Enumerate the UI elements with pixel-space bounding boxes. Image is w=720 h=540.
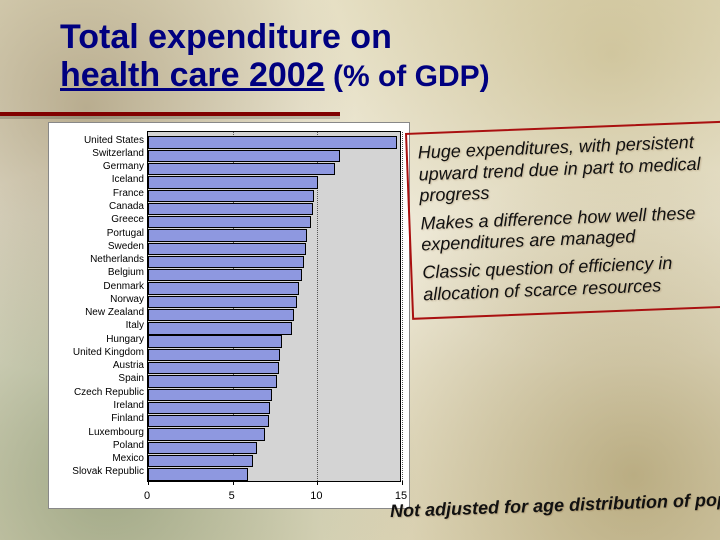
- chart-x-tick-label: 5: [229, 490, 235, 502]
- chart-bar: [148, 176, 318, 188]
- chart-bar: [148, 256, 304, 268]
- chart-x-tickmark: [233, 481, 234, 485]
- chart-y-label: Finland: [49, 414, 144, 424]
- chart-y-label: Switzerland: [49, 149, 144, 159]
- title-line-1: Total expenditure on: [60, 18, 392, 56]
- chart-y-label: Austria: [49, 361, 144, 371]
- chart-bar: [148, 203, 313, 215]
- annotation-paragraph-1: Huge expenditures, with persistent upwar…: [417, 131, 719, 207]
- chart-x-tickmark: [402, 481, 403, 485]
- chart-y-label: Netherlands: [49, 255, 144, 265]
- chart-bar: [148, 375, 277, 387]
- chart-bar: [148, 269, 302, 281]
- chart-bar: [148, 243, 306, 255]
- chart-y-label: Italy: [49, 321, 144, 331]
- chart-y-label: Iceland: [49, 175, 144, 185]
- chart-bar: [148, 415, 269, 427]
- slide-title: Total expenditure on health care 2002 (%…: [60, 18, 680, 94]
- chart-x-tick-label: 0: [144, 490, 150, 502]
- chart-y-label: Hungary: [49, 335, 144, 345]
- title-line-2: health care 2002 (% of GDP): [60, 56, 490, 94]
- chart-bar: [148, 389, 272, 401]
- chart-bar: [148, 322, 292, 334]
- chart-bar: [148, 335, 282, 347]
- chart-bar: [148, 190, 314, 202]
- chart-plot-area: [147, 131, 401, 482]
- chart-x-tick-label: 10: [310, 490, 322, 502]
- chart-y-label: Denmark: [49, 282, 144, 292]
- chart-y-label: New Zealand: [49, 308, 144, 318]
- title-accent-rule: [0, 112, 340, 116]
- chart-bar: [148, 455, 253, 467]
- annotation-paragraph-2: Makes a difference how well these expend…: [420, 202, 720, 257]
- chart-y-label: Portugal: [49, 229, 144, 239]
- chart-bar: [148, 442, 257, 454]
- chart-y-label: Mexico: [49, 454, 144, 464]
- chart-bar: [148, 163, 335, 175]
- chart-bar: [148, 296, 297, 308]
- slide-title-block: Total expenditure on health care 2002 (%…: [60, 18, 680, 94]
- chart-y-label: Slovak Republic: [49, 467, 144, 477]
- chart-y-label: Poland: [49, 441, 144, 451]
- chart-bar: [148, 428, 265, 440]
- chart-bar: [148, 229, 307, 241]
- chart-y-label: France: [49, 189, 144, 199]
- title-line-2-main: health care 2002: [60, 56, 325, 94]
- chart-gridline: [402, 132, 403, 481]
- chart-bar: [148, 468, 248, 480]
- chart-bar: [148, 216, 311, 228]
- chart-y-label: Spain: [49, 374, 144, 384]
- chart-y-label: Czech Republic: [49, 388, 144, 398]
- chart-bar: [148, 282, 299, 294]
- chart-y-label: Norway: [49, 295, 144, 305]
- chart-y-label: Greece: [49, 215, 144, 225]
- chart-bar: [148, 136, 397, 148]
- chart-y-label: United Kingdom: [49, 348, 144, 358]
- chart-bar: [148, 349, 280, 361]
- chart-frame: 051015United StatesSwitzerlandGermanyIce…: [48, 122, 410, 509]
- chart-bar: [148, 402, 270, 414]
- chart-bar: [148, 150, 340, 162]
- annotation-box: Huge expenditures, with persistent upwar…: [405, 121, 720, 320]
- chart-x-tickmark: [148, 481, 149, 485]
- chart-bar: [148, 362, 279, 374]
- chart-x-tickmark: [317, 481, 318, 485]
- chart-y-label: Sweden: [49, 242, 144, 252]
- chart-y-label: Canada: [49, 202, 144, 212]
- chart-y-label: United States: [49, 136, 144, 146]
- chart-bar: [148, 309, 294, 321]
- chart-y-label: Germany: [49, 162, 144, 172]
- title-line-2-sub: (% of GDP): [325, 60, 490, 93]
- chart-y-label: Ireland: [49, 401, 144, 411]
- chart-y-label: Luxembourg: [49, 428, 144, 438]
- annotation-paragraph-3: Classic question of efficiency in alloca…: [422, 251, 720, 306]
- chart-y-label: Belgium: [49, 268, 144, 278]
